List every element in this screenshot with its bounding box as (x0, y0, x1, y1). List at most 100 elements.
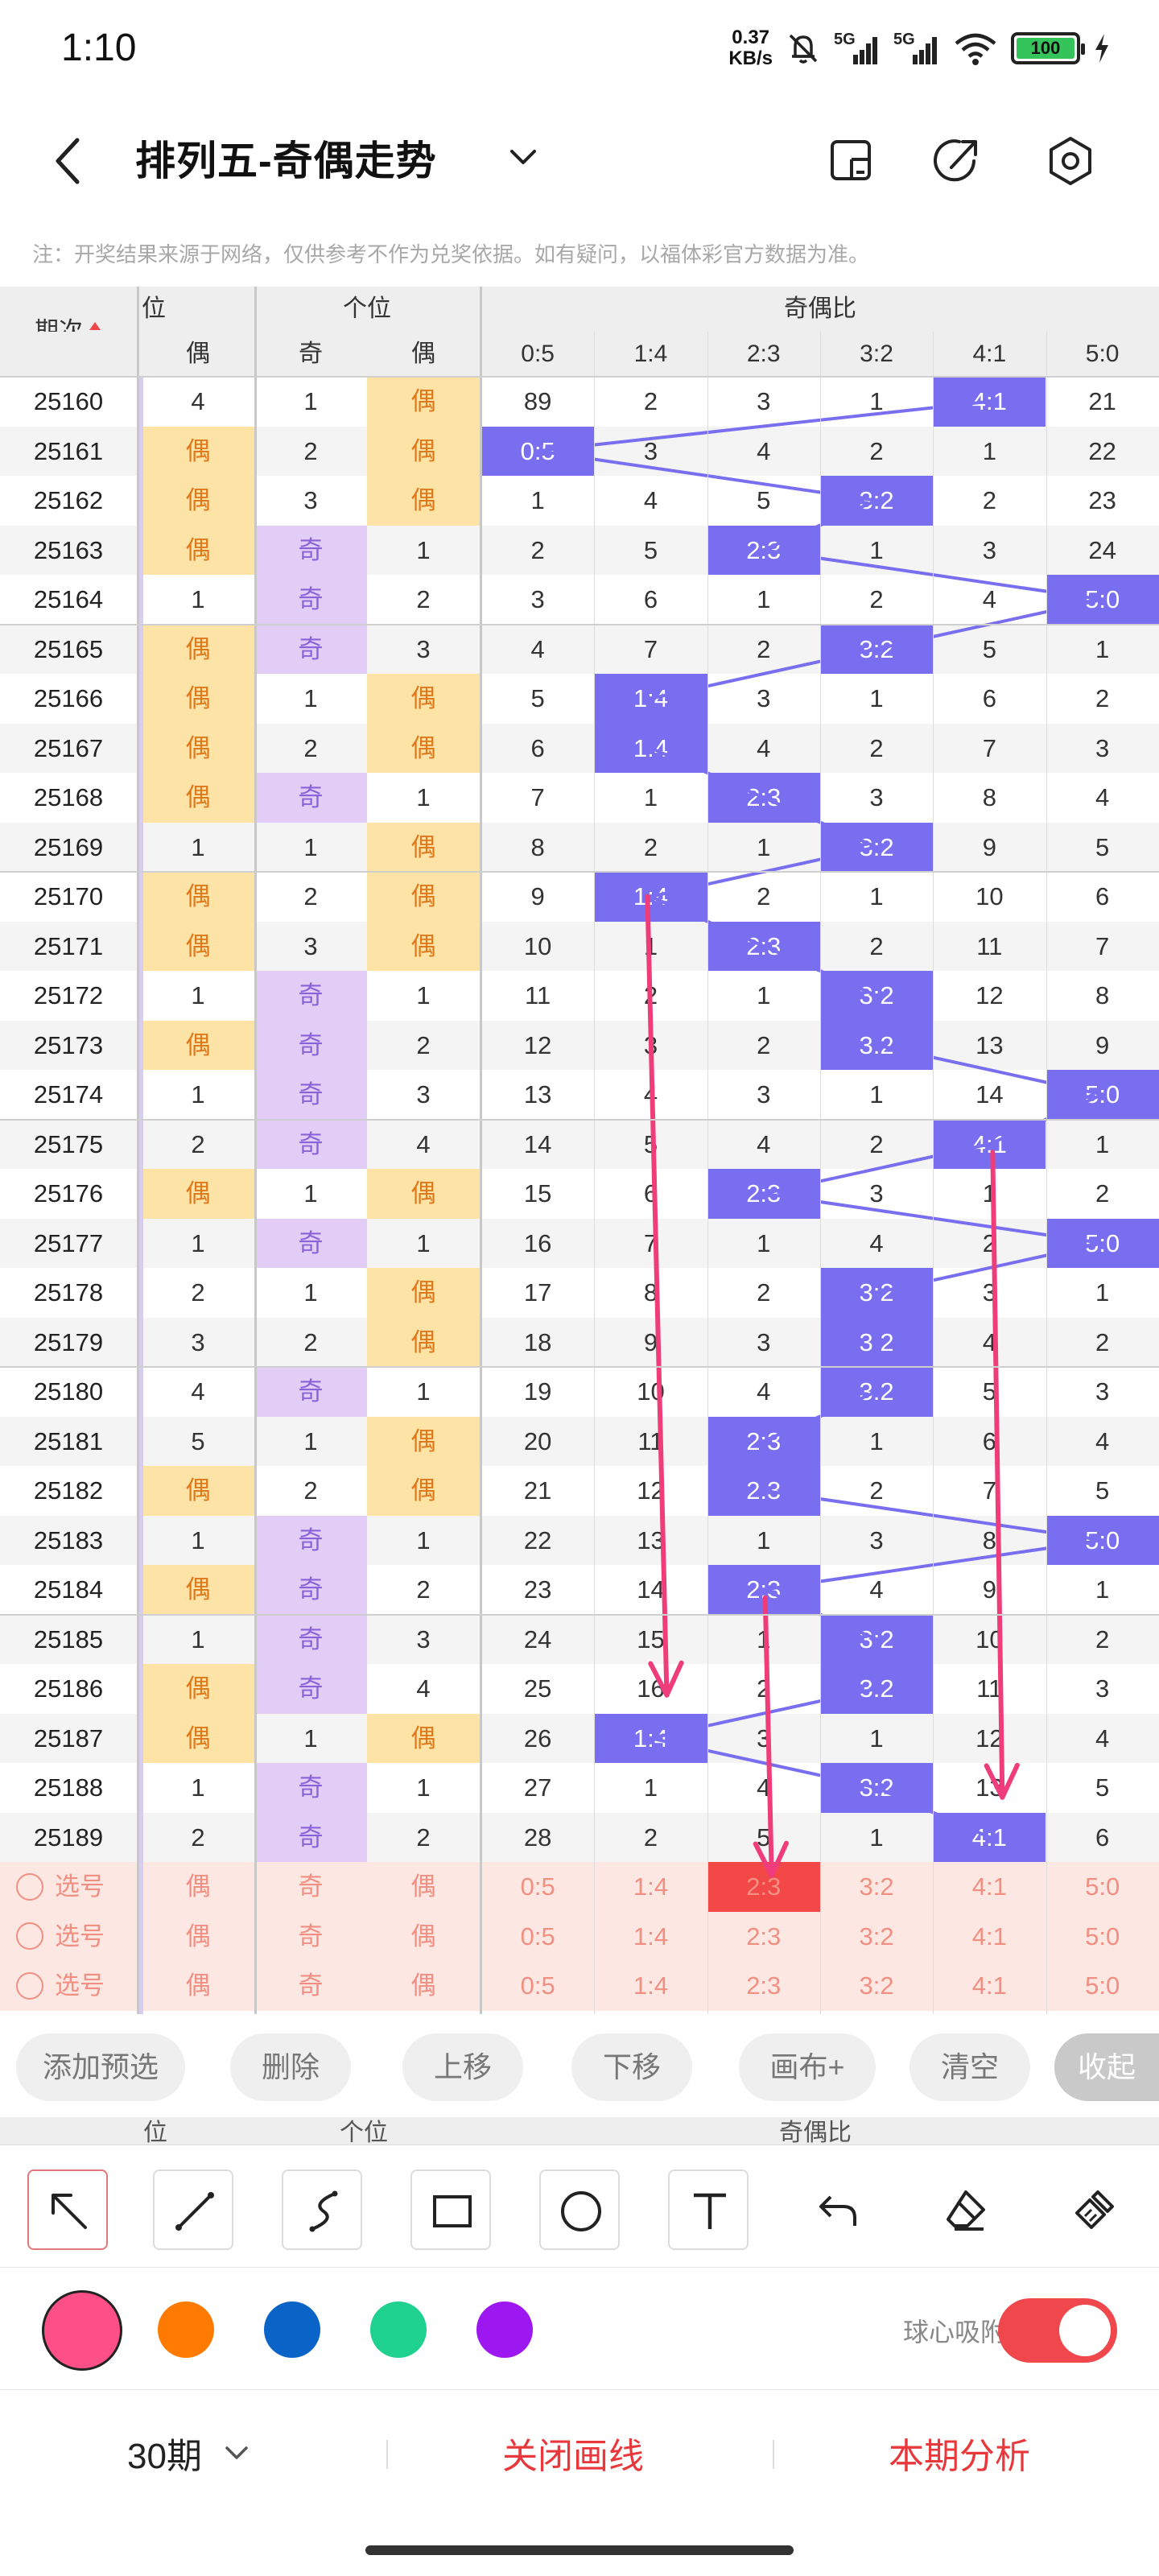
home-indicator[interactable] (365, 2545, 794, 2555)
ratio-cell: 14 (523, 1129, 552, 1158)
digit-cell: 偶 (142, 1713, 254, 1763)
digit-cell: 2 (191, 1278, 205, 1307)
color-swatch[interactable] (264, 2301, 320, 2358)
ratio-cell[interactable]: 4:1 (971, 1922, 1007, 1951)
ratio-divider (819, 332, 821, 2014)
table-row: 25182 偶 2 偶 21 12 2:3 2 7 5 (0, 1466, 1159, 1516)
rectangle-tool-icon[interactable] (410, 2169, 491, 2250)
snap-toggle[interactable] (998, 2298, 1117, 2363)
period-analysis-button[interactable]: 本期分析 (889, 2437, 1030, 2476)
color-swatch[interactable] (476, 2301, 533, 2358)
ratio-cell: 4 (1095, 783, 1110, 811)
select-circle-icon[interactable] (16, 1971, 43, 2000)
ratio-cell: 2 (869, 1476, 884, 1505)
curve-tool-icon[interactable] (282, 2169, 362, 2250)
ratio-cell[interactable]: 5:0 (1085, 1971, 1120, 2000)
digit-cell[interactable]: 偶 (410, 1922, 436, 1951)
ratio-cell: 23 (1088, 486, 1116, 514)
digit-cell[interactable]: 奇 (298, 1872, 324, 1901)
ratio-cell[interactable]: 4:1 (971, 1971, 1007, 2000)
text-tool-icon[interactable] (668, 2169, 749, 2250)
ratio-cell: 11 (976, 1674, 1003, 1703)
ratio-cell: 5 (643, 535, 658, 564)
ratio-cell: 6 (1095, 1823, 1110, 1852)
ratio-cell: 2:3 (707, 1565, 820, 1615)
select-circle-icon[interactable] (16, 1922, 43, 1951)
ratio-cell[interactable]: 3:2 (859, 1872, 894, 1901)
pick-row[interactable]: 选号 偶 奇 偶 0:5 1:4 2:3 3:2 4:1 5:0 (0, 1961, 1159, 2011)
digit-cell: 2 (303, 436, 318, 465)
digit-cell[interactable]: 偶 (410, 1872, 436, 1901)
ratio-cell[interactable]: 1:4 (633, 1872, 668, 1901)
pick-label[interactable]: 选号 (0, 1862, 137, 1912)
circle-tool-icon[interactable] (539, 2169, 620, 2250)
pick-row[interactable]: 选号 偶 奇 偶 0:5 1:4 2:3 3:2 4:1 5:0 (0, 1862, 1159, 1912)
close-lines-button[interactable]: 关闭画线 (502, 2437, 644, 2476)
ratio-cell[interactable]: 3:2 (859, 1971, 894, 2000)
pick-label[interactable]: 选号 (0, 1912, 137, 1962)
ratio-cell: 15 (523, 1179, 552, 1208)
ratio-cell: 2 (530, 535, 545, 564)
pick-row[interactable]: 选号 偶 奇 偶 0:5 1:4 2:3 3:2 4:1 5:0 (0, 1911, 1159, 1962)
ratio-cell[interactable]: 5:0 (1085, 1872, 1120, 1901)
ratio-cell[interactable]: 1:4 (633, 1971, 668, 2000)
ratio-cell: 11 (525, 981, 551, 1009)
digit-cell[interactable]: 奇 (298, 1971, 324, 2000)
table-row: 25170 偶 2 偶 9 1:4 2 1 10 6 (0, 872, 1159, 922)
ratio-cell[interactable]: 5:0 (1085, 1922, 1120, 1951)
select-circle-icon[interactable] (16, 1872, 43, 1901)
period-selector[interactable]: 30期 (127, 2437, 202, 2476)
chevron-down-icon[interactable] (222, 2438, 251, 2467)
color-swatch[interactable] (158, 2301, 214, 2358)
arrow-tool-icon[interactable] (27, 2169, 108, 2250)
pick-text: 选号 (55, 1922, 105, 1951)
canvas-plus-button[interactable]: 画布+ (739, 2033, 876, 2101)
digit-cell: 偶 (142, 1664, 254, 1714)
ratio-cell[interactable]: 2:3 (707, 1862, 820, 1912)
ratio-cell[interactable]: 4:1 (971, 1872, 1007, 1901)
ratio-cell[interactable]: 0:5 (520, 1971, 555, 2000)
digit-cell[interactable]: 偶 (185, 1922, 211, 1951)
issue-number: 25178 (33, 1278, 104, 1307)
color-swatch[interactable] (42, 2290, 122, 2371)
group-divider (0, 1118, 1159, 1121)
collapse-button[interactable]: 收起 (1054, 2033, 1159, 2101)
ratio-cell: 1 (643, 783, 658, 811)
digit-cell[interactable]: 偶 (410, 1971, 436, 2000)
digit-cell[interactable]: 偶 (185, 1971, 211, 2000)
digit-cell: 偶 (142, 1020, 254, 1070)
line-tool-icon[interactable] (153, 2169, 233, 2250)
share-icon[interactable] (927, 132, 985, 190)
move-up-button[interactable]: 上移 (402, 2033, 523, 2101)
settings-icon[interactable] (1041, 132, 1099, 190)
clear-brush-icon[interactable] (1054, 2169, 1135, 2250)
ratio-cell[interactable]: 1:4 (633, 1922, 668, 1951)
digit-cell: 1 (303, 1179, 318, 1208)
ratio-cell: 3:2 (819, 1367, 934, 1417)
table-row: 25176 偶 1 偶 15 6 2:3 3 1 2 (0, 1169, 1159, 1219)
dropdown-icon[interactable] (505, 138, 541, 174)
undo-icon[interactable] (797, 2169, 877, 2250)
eraser-icon[interactable] (926, 2169, 1006, 2250)
digit-cell[interactable]: 奇 (298, 1922, 324, 1951)
screen-icon[interactable] (824, 132, 882, 190)
table-row: 25164 1 奇 2 3 6 1 2 4 5:0 (0, 575, 1159, 625)
clear-button[interactable]: 清空 (909, 2033, 1030, 2101)
ratio-cell[interactable]: 2:3 (746, 1922, 782, 1951)
delete-button[interactable]: 删除 (230, 2033, 351, 2101)
ratio-cell: 17 (523, 1278, 552, 1307)
issue-number: 25184 (33, 1575, 104, 1604)
ratio-cell: 27 (523, 1773, 552, 1802)
back-icon[interactable] (45, 129, 93, 193)
digit-cell[interactable]: 偶 (185, 1872, 211, 1901)
ratio-cell[interactable]: 0:5 (520, 1922, 555, 1951)
digit-cell: 2 (191, 1129, 205, 1158)
ratio-cell[interactable]: 3:2 (859, 1922, 894, 1951)
ratio-cell[interactable]: 2:3 (746, 1971, 782, 2000)
ratio-cell[interactable]: 0:5 (520, 1872, 555, 1901)
add-preselect-button[interactable]: 添加预选 (16, 2033, 185, 2101)
color-swatch[interactable] (370, 2301, 427, 2358)
pick-label[interactable]: 选号 (0, 1961, 137, 2011)
issue-number: 25183 (33, 1525, 104, 1554)
move-down-button[interactable]: 下移 (571, 2033, 692, 2101)
